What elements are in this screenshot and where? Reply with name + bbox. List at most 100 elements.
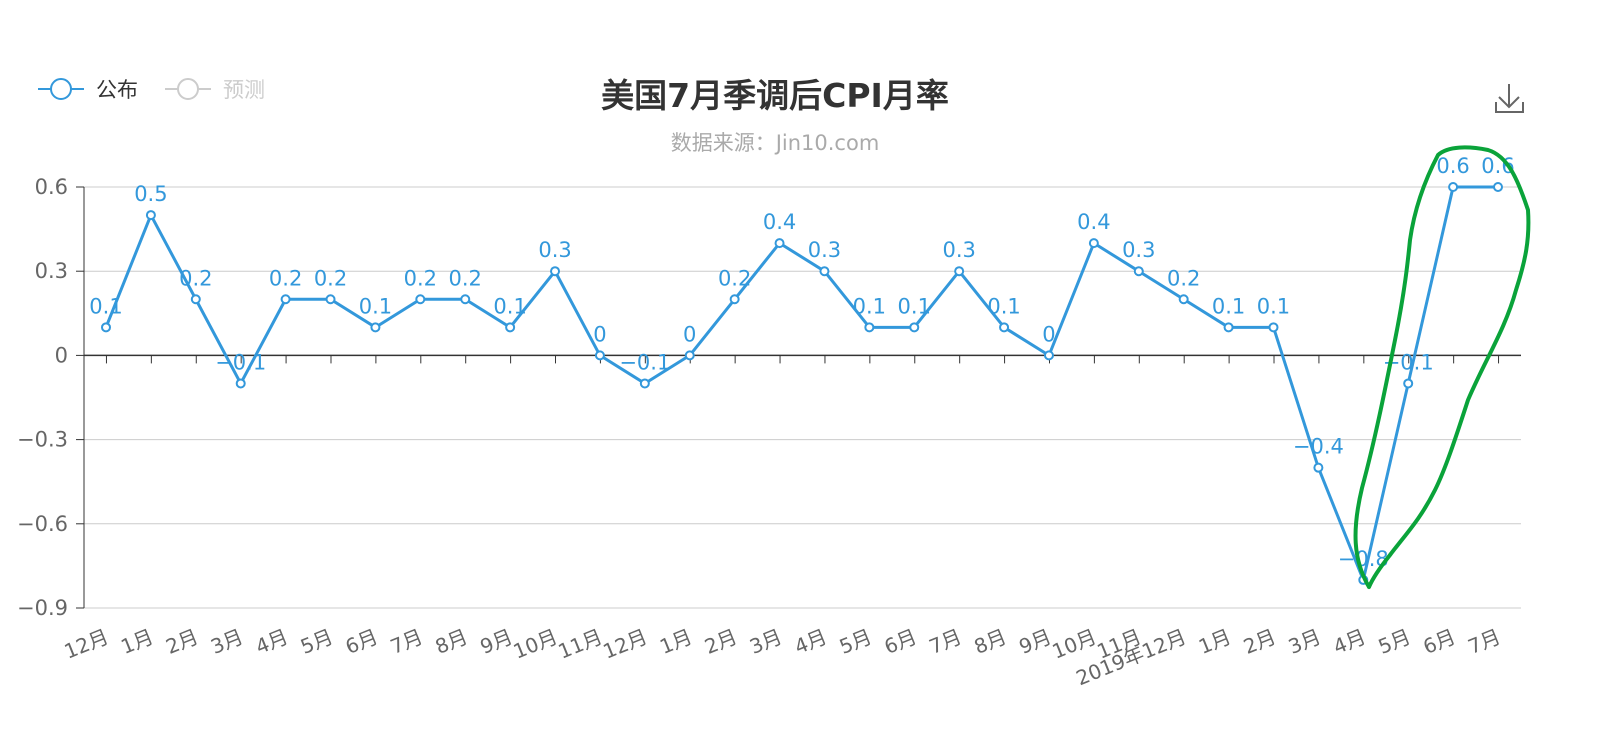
data-label: 0.5 (134, 182, 167, 206)
data-point[interactable] (1268, 322, 1279, 333)
data-label: 0.1 (987, 294, 1020, 318)
x-tick-label: 12月 (61, 624, 112, 663)
x-tick-label: 11月 (555, 624, 606, 663)
data-point[interactable] (1493, 182, 1503, 192)
data-label: 0.2 (718, 266, 751, 290)
x-tick-label: 4月 (252, 624, 291, 659)
x-tick-label: 5月 (1375, 624, 1414, 659)
data-point[interactable] (684, 350, 695, 361)
data-label: 0 (683, 322, 696, 346)
y-tick-label: 0 (55, 343, 68, 367)
data-point[interactable] (639, 378, 650, 389)
data-point[interactable] (235, 378, 246, 389)
data-point[interactable] (999, 322, 1010, 333)
data-label: 0.1 (89, 294, 122, 318)
data-point[interactable] (1403, 378, 1414, 389)
x-tick-label: 3月 (207, 624, 246, 659)
legend-item-published[interactable]: 公布 (38, 78, 138, 102)
data-label: −0.4 (1293, 435, 1344, 459)
data-point[interactable] (864, 322, 875, 333)
data-point[interactable] (325, 294, 336, 305)
y-tick-label: 0.3 (35, 259, 68, 283)
data-label: −0.1 (619, 350, 670, 374)
data-point[interactable] (774, 238, 785, 249)
data-point[interactable] (1223, 322, 1234, 333)
chart-subtitle: 数据来源：Jin10.com (671, 131, 880, 155)
data-label: 0.3 (808, 238, 841, 262)
data-point[interactable] (729, 294, 740, 305)
series-line (104, 185, 1498, 582)
data-point[interactable] (1313, 462, 1324, 473)
data-label: 0.1 (1212, 294, 1245, 318)
data-labels: 0.1 0.5 0.2 −0.1 0.2 0.2 0.1 0.2 0.2 0.1 0.3 0 −0.1 0… (89, 154, 1514, 571)
data-point[interactable] (819, 266, 830, 277)
data-label: 0.2 (1167, 266, 1200, 290)
x-tick-label: 12月 (600, 624, 651, 663)
data-label: 0.3 (942, 238, 975, 262)
x-tick-label: 6月 (881, 624, 920, 659)
data-label: 0.4 (1077, 210, 1110, 234)
x-tick-label: 1月 (656, 624, 695, 659)
data-point[interactable] (460, 294, 471, 305)
x-tick-label: 5月 (297, 624, 336, 659)
data-point[interactable] (145, 210, 156, 221)
data-label: 0.1 (493, 294, 526, 318)
legend-label-published: 公布 (96, 78, 138, 102)
legend: 公布 预测 (38, 78, 265, 102)
legend-label-forecast: 预测 (223, 78, 265, 102)
data-point[interactable] (370, 322, 381, 333)
x-tick-label: 10月 (510, 624, 561, 663)
x-tick-label: 4月 (791, 624, 830, 659)
y-tick-label: −0.3 (17, 428, 68, 452)
data-point[interactable] (1133, 266, 1144, 277)
y-tick-label: −0.6 (17, 512, 68, 536)
data-label: 0.2 (314, 266, 347, 290)
chart-title: 美国7月季调后CPI月率 (601, 76, 949, 115)
legend-marker-icon (50, 78, 72, 100)
data-label: 0.3 (538, 238, 571, 262)
data-point[interactable] (505, 322, 516, 333)
x-tick-label: 2月 (1240, 624, 1279, 659)
data-label: 0.2 (269, 266, 302, 290)
x-tick-label: 7月 (1465, 624, 1504, 659)
x-tick-label: 10月 (1049, 624, 1100, 663)
data-point[interactable] (190, 294, 201, 305)
data-point[interactable] (101, 322, 111, 333)
data-point[interactable] (1043, 350, 1054, 361)
data-point[interactable] (280, 294, 291, 305)
data-point[interactable] (1448, 182, 1459, 192)
y-tick-label: −0.9 (17, 596, 68, 620)
data-label: 0.1 (1257, 294, 1290, 318)
legend-item-forecast[interactable]: 预测 (165, 78, 265, 102)
data-point[interactable] (594, 350, 605, 361)
data-point[interactable] (909, 322, 920, 333)
y-axis: 0.6 0.3 0 −0.3 −0.6 −0.9 (17, 175, 85, 620)
data-label: 0 (593, 322, 606, 346)
data-label: 0 (1042, 322, 1055, 346)
data-label: 0.1 (359, 294, 392, 318)
data-point[interactable] (1088, 238, 1099, 249)
x-tick-label: 2月 (162, 624, 201, 659)
data-label: 0.2 (179, 266, 212, 290)
x-tick-label: 8月 (971, 624, 1010, 659)
x-tick-label: 1月 (1195, 624, 1234, 659)
data-label: 0.3 (1122, 238, 1155, 262)
data-point[interactable] (954, 266, 965, 277)
x-tick-label: 7月 (926, 624, 965, 659)
x-tick-label: 7月 (387, 624, 426, 659)
data-label: 0.6 (1436, 154, 1469, 178)
data-point[interactable] (415, 294, 426, 305)
data-point[interactable] (1178, 294, 1189, 305)
x-tick-label: 2月 (701, 624, 740, 659)
legend-marker-icon (177, 78, 199, 100)
data-label: 0.2 (449, 266, 482, 290)
data-label: 0.1 (898, 294, 931, 318)
data-label: 0.1 (853, 294, 886, 318)
download-icon[interactable] (1490, 80, 1530, 118)
data-label: −0.1 (215, 350, 266, 374)
data-label: 0.2 (404, 266, 437, 290)
x-tick-label: 3月 (1285, 624, 1324, 659)
data-point[interactable] (550, 266, 561, 277)
